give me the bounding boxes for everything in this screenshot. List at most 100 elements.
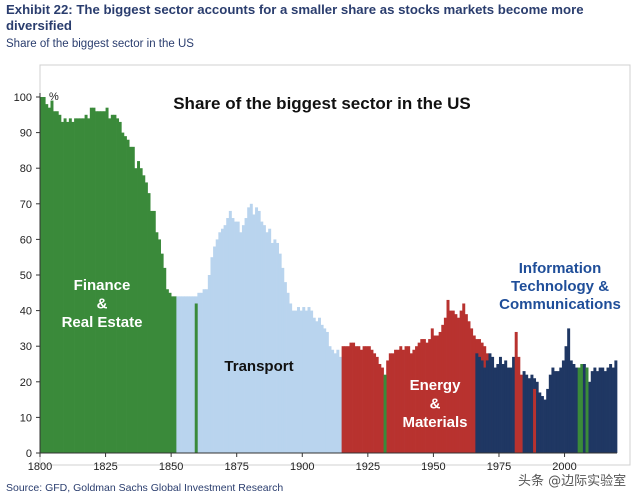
bar-energy-1916 xyxy=(344,346,348,453)
region-label-energy: Energy & Materials xyxy=(402,377,467,431)
bar-finance-1803 xyxy=(47,107,51,454)
bar-transport-1861 xyxy=(199,292,203,453)
bar-finance-1830 xyxy=(118,121,122,454)
bar-finance-1840 xyxy=(144,182,148,453)
bar-it-1989 xyxy=(535,381,539,453)
bar-finance-1848 xyxy=(165,289,169,453)
bar-transport-1871 xyxy=(226,218,230,453)
bar-finance-1807 xyxy=(58,114,62,454)
bar-energy-1982 xyxy=(517,356,521,453)
bar-finance-1818 xyxy=(87,118,91,454)
bar-energy-1920 xyxy=(354,346,358,453)
bar-energy-1957 xyxy=(451,310,455,453)
bar-transport-1912 xyxy=(333,353,337,453)
bar-it-2010 xyxy=(590,371,594,453)
bar-energy-1962 xyxy=(464,314,468,453)
bar-finance-2008 xyxy=(585,367,589,453)
bar-energy-1964 xyxy=(470,328,474,453)
bar-energy-1918 xyxy=(349,342,353,453)
bar-it-2003 xyxy=(572,364,576,453)
bar-it-1970 xyxy=(485,360,489,453)
bar-transport-1869 xyxy=(220,228,224,453)
bar-it-1987 xyxy=(530,374,534,453)
bar-it-1969 xyxy=(483,367,487,453)
bar-transport-1898 xyxy=(297,307,300,453)
y-tick-label-0: 0 xyxy=(26,448,32,460)
bar-transport-1875 xyxy=(236,221,240,453)
bar-transport-1891 xyxy=(278,253,282,453)
bar-it-1992 xyxy=(543,399,547,453)
bar-it-1999 xyxy=(561,360,565,453)
bar-it-1985 xyxy=(525,374,529,453)
bar-transport-1885 xyxy=(262,225,266,453)
bar-transport-1892 xyxy=(281,267,285,453)
bar-transport-1865 xyxy=(210,257,214,453)
bar-finance-1842 xyxy=(150,210,154,453)
bar-it-1977 xyxy=(504,360,508,453)
bar-transport-1883 xyxy=(257,210,261,453)
bar-transport-1881 xyxy=(252,214,256,453)
bar-transport-1910 xyxy=(328,346,332,453)
bar-it-1998 xyxy=(559,367,563,453)
bar-energy-1949 xyxy=(430,328,434,453)
bar-transport-1873 xyxy=(231,218,235,453)
bar-energy-1951 xyxy=(436,335,439,453)
bar-it-1991 xyxy=(540,396,544,453)
bar-finance-1806 xyxy=(55,111,59,454)
bar-finance-1832 xyxy=(123,136,127,453)
source-note: Source: GFD, Goldman Sachs Global Invest… xyxy=(6,482,284,494)
bar-energy-1922 xyxy=(359,349,363,453)
bar-energy-1952 xyxy=(438,331,442,453)
bar-finance-1839 xyxy=(142,175,146,453)
x-tick-label-1975: 1975 xyxy=(487,461,511,473)
bar-it-1978 xyxy=(506,367,510,453)
bar-energy-1930 xyxy=(380,367,384,453)
bar-transport-1884 xyxy=(260,221,264,453)
bar-it-1972 xyxy=(491,356,495,453)
bar-transport-1878 xyxy=(244,218,248,453)
bar-it-2018 xyxy=(611,367,615,453)
bar-finance-1851 xyxy=(173,296,177,453)
y-tick-label-50: 50 xyxy=(20,270,32,282)
region-label-line: & xyxy=(430,396,441,413)
bar-finance-1812 xyxy=(71,121,75,454)
bar-it-2017 xyxy=(609,364,613,453)
bar-transport-1855 xyxy=(184,296,188,453)
bar-it-2001 xyxy=(567,328,571,453)
bar-transport-1911 xyxy=(331,349,335,453)
bar-finance-1827 xyxy=(110,114,114,454)
bar-finance-1843 xyxy=(152,210,156,453)
bar-transport-1906 xyxy=(318,317,321,453)
bar-it-1979 xyxy=(509,367,513,453)
bar-energy-1915 xyxy=(341,346,345,453)
bar-transport-1897 xyxy=(294,310,298,453)
y-tick-label-80: 80 xyxy=(20,163,32,175)
bar-transport-1895 xyxy=(289,303,293,453)
bar-finance-1822 xyxy=(97,111,101,454)
bar-finance-1805 xyxy=(53,111,57,454)
bar-finance-1836 xyxy=(134,168,138,453)
bar-finance-1835 xyxy=(131,146,135,453)
bar-energy-1943 xyxy=(415,346,419,453)
bar-energy-1956 xyxy=(449,310,453,453)
bar-finance-1819 xyxy=(89,107,93,454)
bar-transport-1870 xyxy=(223,225,227,453)
region-label-line: & xyxy=(97,296,108,313)
bar-finance-1845 xyxy=(158,239,161,453)
bar-transport-1903 xyxy=(310,310,314,453)
x-tick-label-1950: 1950 xyxy=(421,461,445,473)
bar-it-1993 xyxy=(546,388,550,453)
bar-energy-1955 xyxy=(446,299,450,453)
bar-transport-1877 xyxy=(241,225,245,453)
bar-transport-1907 xyxy=(320,324,324,453)
region-label-line: Real Estate xyxy=(62,314,143,331)
y-tick-label-20: 20 xyxy=(20,377,32,389)
bar-energy-1941 xyxy=(409,353,413,453)
bar-energy-1954 xyxy=(443,317,447,453)
bar-it-1980 xyxy=(512,356,516,453)
bar-transport-1856 xyxy=(186,296,190,453)
bar-finance-1800 xyxy=(40,97,43,453)
bar-transport-1894 xyxy=(286,292,290,453)
bar-transport-1860 xyxy=(197,292,201,453)
